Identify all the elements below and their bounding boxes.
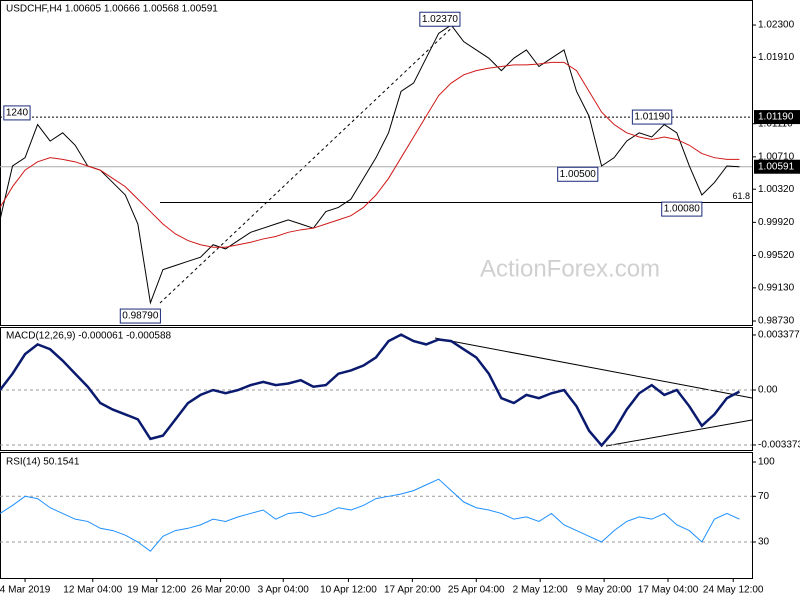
x-tick-label: 12 Mar 04:00 (63, 585, 122, 596)
annotation-label: 1.00500 (560, 169, 597, 180)
x-tick-label: 4 Mar 2019 (0, 585, 51, 596)
annotation-label: 1.00080 (664, 204, 701, 215)
x-tick-label: 9 May 20:00 (577, 585, 632, 596)
y-tick-label: 1.02300 (758, 20, 795, 31)
annotation-box (119, 308, 161, 324)
series-line (0, 24, 740, 305)
x-tick-label: 10 Apr 12:00 (320, 585, 377, 596)
y-tick-label: 0.00 (758, 385, 778, 396)
y-tick-label: -0.003373 (758, 440, 800, 451)
x-tick-label: 2 May 12:00 (513, 585, 568, 596)
y-tick-label: 0.98730 (758, 316, 795, 327)
level-label-bg (754, 110, 800, 125)
panel-title: USDCHF,H4 1.00605 1.00666 1.00568 1.0059… (6, 4, 218, 15)
level-label: 1.01190 (758, 112, 794, 123)
annotation-box (557, 166, 599, 182)
y-tick-label: 0.003377 (758, 330, 800, 341)
x-tick-label: 3 Apr 04:00 (258, 585, 310, 596)
y-tick-label: 1.00710 (758, 152, 795, 163)
x-tick-label: 26 Mar 20:00 (191, 585, 250, 596)
macd-panel (0, 327, 753, 451)
x-tick-label: 17 May 04:00 (638, 585, 699, 596)
price-panel (0, 0, 753, 326)
annotation-box (419, 11, 461, 27)
rsi-panel (0, 452, 753, 579)
price-label-bg (754, 159, 800, 174)
annotation-box (661, 201, 703, 217)
x-tick-label: 17 Apr 20:00 (384, 585, 441, 596)
y-tick-label: 0.99920 (758, 217, 795, 228)
annotation-label: 0.98790 (122, 311, 159, 322)
macd-trend-line (434, 337, 753, 399)
panel-title: MACD(12,26,9) -0.000061 -0.000588 (6, 331, 172, 342)
annotation-label: 1240 (6, 108, 29, 119)
annotation-box (631, 109, 673, 125)
macd-trend-line (605, 419, 753, 447)
panel-title: RSI(14) 50.1541 (6, 457, 80, 468)
annotation-box (3, 105, 31, 121)
y-tick-label: 1.00320 (758, 184, 795, 195)
series-line (0, 333, 741, 448)
y-tick-label: 1.01910 (758, 52, 795, 63)
watermark: ActionForex.com (480, 255, 660, 282)
y-tick-label: 0.99520 (758, 250, 795, 261)
price-label: 1.00591 (758, 161, 795, 172)
x-tick-label: 24 May 12:00 (703, 585, 764, 596)
x-tick-label: 19 Mar 12:00 (127, 585, 186, 596)
x-tick-label: 25 Apr 04:00 (448, 585, 505, 596)
trend-line (159, 19, 461, 304)
y-tick-label: 0.99130 (758, 282, 795, 293)
y-tick-label: 30 (758, 537, 770, 548)
annotation-label: 1.02370 (422, 14, 459, 25)
y-tick-label: 70 (758, 491, 770, 502)
y-tick-label: 100 (758, 457, 775, 468)
series-line (0, 61, 740, 248)
fib-label: 61.8 (732, 191, 750, 201)
series-line (0, 478, 740, 552)
annotation-label: 1.01190 (634, 112, 670, 123)
